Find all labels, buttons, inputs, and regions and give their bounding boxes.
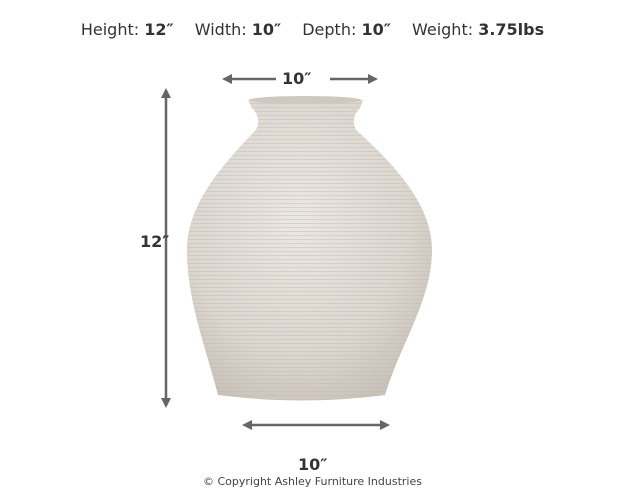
- vase: [187, 96, 432, 401]
- height-label: 12″: [140, 232, 170, 251]
- spec-weight: Weight: 3.75lbs: [411, 20, 545, 39]
- bottom-width-arrow: [242, 420, 390, 430]
- spec-width: Width: 10″: [194, 20, 282, 39]
- spec-depth: Depth: 10″: [302, 20, 391, 39]
- copyright-notice: © Copyright Ashley Furniture Industries: [203, 475, 422, 488]
- spec-bar: Height: 12″ Width: 10″ Depth: 10″ Weight…: [0, 20, 625, 39]
- spec-height: Height: 12″: [80, 20, 174, 39]
- top-width-arrow: [222, 74, 378, 84]
- top-width-label: 10″: [282, 69, 312, 88]
- bottom-width-label: 10″: [298, 455, 328, 474]
- height-arrow: [161, 88, 171, 408]
